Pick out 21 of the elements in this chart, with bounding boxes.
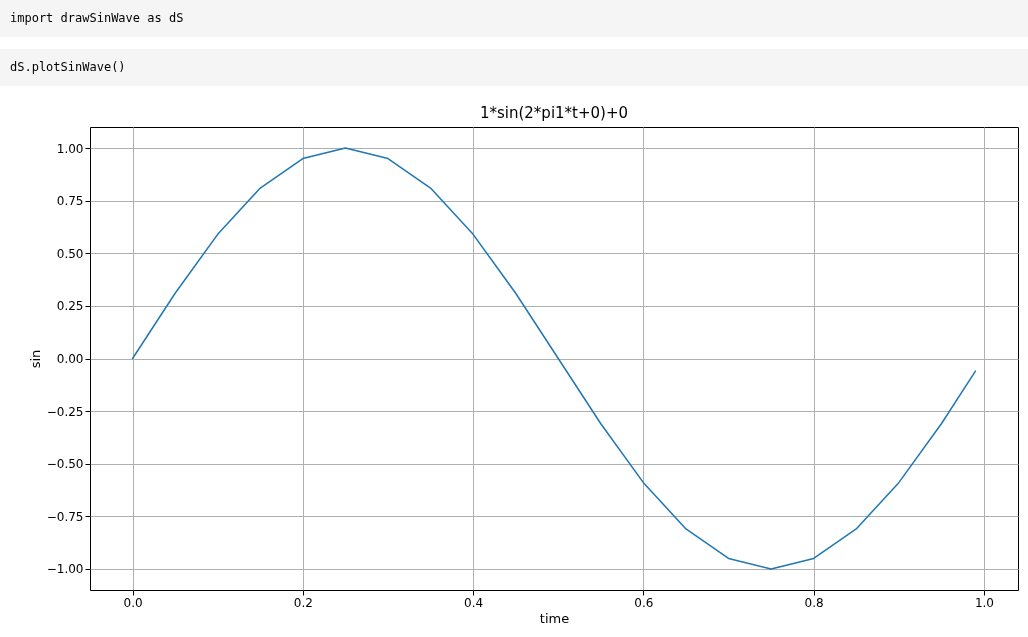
y-tick-label: 0.00: [56, 352, 84, 366]
chart-title: 1*sin(2*pi1*t+0)+0: [479, 104, 629, 122]
line-series: [131, 147, 977, 570]
y-tick-label: −0.75: [46, 509, 84, 524]
x-tick-label: 0.2: [293, 595, 313, 610]
x-tick-label: 0.4: [464, 595, 484, 610]
x-axis-title: time: [539, 610, 570, 626]
y-tick-label: 0.25: [56, 299, 84, 314]
x-tick-label: 0.8: [804, 595, 824, 610]
y-tick-label: 0.50: [56, 246, 84, 261]
y-tick-label: −1.00: [46, 562, 84, 577]
y-tick-label: 1.00: [56, 141, 84, 156]
y-tick-label: −0.50: [46, 457, 84, 472]
text: dS.plotSinWave(): [0, 49, 1028, 86]
x-tick-label: 0.0: [123, 595, 143, 610]
x-tick-label: 0.6: [634, 595, 654, 610]
y-axis-title: sin: [27, 349, 43, 369]
text: import drawSinWave as dS: [0, 0, 1028, 37]
y-tick-label: −0.25: [46, 404, 84, 419]
x-tick-label: 1.0: [974, 595, 994, 610]
y-tick-label: 0.75: [56, 194, 84, 209]
